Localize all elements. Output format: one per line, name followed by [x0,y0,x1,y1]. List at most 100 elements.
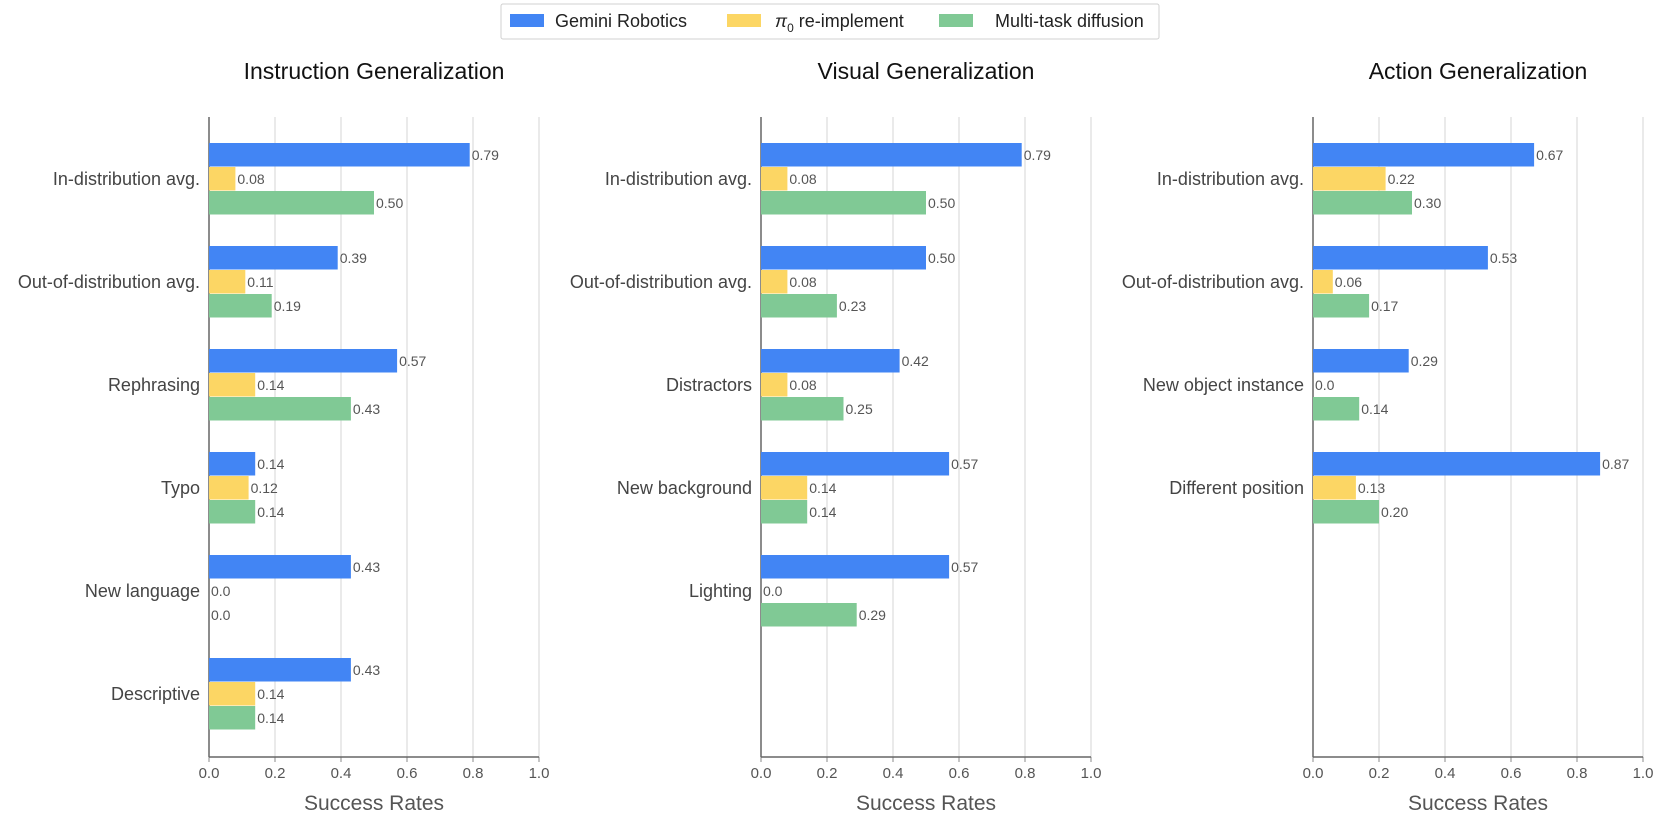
bar-multi-task-diffusion-typo [209,500,256,524]
data-label: 0.42 [902,353,929,369]
data-label: 0.0 [763,583,783,599]
x-tick-label: 0.2 [1369,765,1390,782]
data-label: 0.79 [1024,147,1051,163]
bar-gemini-robotics-lighting [761,555,950,579]
chart-instruction-generalization: Instruction Generalization 0.0 0.2 0.4 0.6 0.… [18,58,550,815]
legend-label-pi0-prefix: π [775,11,788,31]
bar-0-re-implement-out-of-distribution-avg [761,270,788,294]
bar-gemini-robotics-in-distribution-avg [761,143,1022,167]
bar-0-re-implement-typo [209,476,249,500]
data-label: 0.79 [472,147,499,163]
bar-multi-task-diffusion-new-object-instance [1313,397,1360,421]
category-label-in-distribution-avg: In-distribution avg. [605,169,752,189]
chart-title: Action Generalization [1369,58,1588,84]
data-label: 0.14 [257,504,284,520]
bar-multi-task-diffusion-in-distribution-avg [761,191,926,215]
bar-multi-task-diffusion-in-distribution-avg [1313,191,1412,215]
bar-multi-task-diffusion-distractors [761,397,844,421]
data-label: 0.14 [257,456,284,472]
data-label: 0.08 [237,171,264,187]
data-label: 0.67 [1536,147,1563,163]
x-tick-label: 0.4 [331,765,352,782]
data-label: 0.0 [211,583,231,599]
legend-label-gemini: Gemini Robotics [555,11,687,31]
category-label-new-language: New language [85,581,200,601]
data-label: 0.14 [809,480,836,496]
x-tick-label: 0.8 [1567,765,1588,782]
x-tick-label: 0.6 [1501,765,1522,782]
data-label: 0.12 [251,480,278,496]
x-tick-label: 0.0 [199,765,220,782]
category-label-typo: Typo [161,478,200,498]
bar-0-re-implement-in-distribution-avg [761,167,788,191]
x-axis-label: Success Rates [856,792,996,815]
x-tick-label: 1.0 [529,765,550,782]
category-label-new-object-instance: New object instance [1143,375,1304,395]
x-tick-label: 0.0 [751,765,772,782]
x-tick-label: 0.0 [1303,765,1324,782]
bar-gemini-robotics-different-position [1313,452,1601,476]
category-label-distractors: Distractors [666,375,752,395]
legend-label-pi0-suffix: re-implement [794,11,904,31]
data-label: 0.50 [928,250,955,266]
data-label: 0.25 [846,401,873,417]
data-label: 0.14 [257,377,284,393]
data-label: 0.43 [353,559,380,575]
bar-0-re-implement-out-of-distribution-avg [1313,270,1333,294]
data-label: 0.87 [1602,456,1629,472]
legend-label-diffusion: Multi-task diffusion [995,11,1144,31]
data-label: 0.57 [399,353,426,369]
chart-action-generalization: Action Generalization 0.0 0.2 0.4 0.6 0.8 1.0 S… [1122,58,1654,815]
x-tick-label: 0.4 [883,765,904,782]
data-label: 0.06 [1335,274,1362,290]
bar-0-re-implement-rephrasing [209,373,256,397]
bar-0-re-implement-distractors [761,373,788,397]
bar-multi-task-diffusion-lighting [761,603,857,627]
category-label-lighting: Lighting [689,581,752,601]
x-tick-label: 0.8 [463,765,484,782]
chart-title: Instruction Generalization [244,58,505,84]
data-label: 0.50 [376,195,403,211]
data-label: 0.57 [951,456,978,472]
data-label: 0.14 [257,686,284,702]
data-label: 0.29 [859,607,886,623]
legend-label-pi0: π0 re-implement [775,11,904,35]
legend-frame [500,3,1160,40]
data-label: 0.0 [211,607,231,623]
x-tick-label: 1.0 [1081,765,1102,782]
bar-multi-task-diffusion-out-of-distribution-avg [209,294,272,318]
category-label-out-of-distribution-avg: Out-of-distribution avg. [570,272,752,292]
bar-gemini-robotics-new-object-instance [1313,349,1409,373]
data-label: 0.57 [951,559,978,575]
data-label: 0.29 [1411,353,1438,369]
bar-gemini-robotics-out-of-distribution-avg [209,246,338,270]
data-label: 0.50 [928,195,955,211]
bar-gemini-robotics-rephrasing [209,349,398,373]
bar-0-re-implement-out-of-distribution-avg [209,270,246,294]
data-label: 0.19 [274,298,301,314]
data-label: 0.43 [353,662,380,678]
bar-gemini-robotics-in-distribution-avg [1313,143,1535,167]
legend-swatch-gemini [510,14,544,27]
bar-0-re-implement-in-distribution-avg [1313,167,1386,191]
data-label: 0.39 [340,250,367,266]
data-label: 0.43 [353,401,380,417]
data-label: 0.20 [1381,504,1408,520]
bar-multi-task-diffusion-different-position [1313,500,1379,524]
bar-0-re-implement-in-distribution-avg [209,167,236,191]
data-label: 0.08 [789,274,816,290]
data-label: 0.13 [1358,480,1385,496]
legend-swatch-pi0 [727,14,761,27]
data-label: 0.14 [1361,401,1388,417]
category-label-new-background: New background [617,478,752,498]
data-label: 0.08 [789,377,816,393]
bar-gemini-robotics-new-language [209,555,351,579]
data-label: 0.14 [809,504,836,520]
charts: Instruction Generalization 0.0 0.2 0.4 0.6 0.… [18,58,1654,815]
bar-multi-task-diffusion-rephrasing [209,397,351,421]
bar-gemini-robotics-typo [209,452,256,476]
bar-gemini-robotics-descriptive [209,658,351,682]
x-axis-label: Success Rates [304,792,444,815]
data-label: 0.14 [257,710,284,726]
